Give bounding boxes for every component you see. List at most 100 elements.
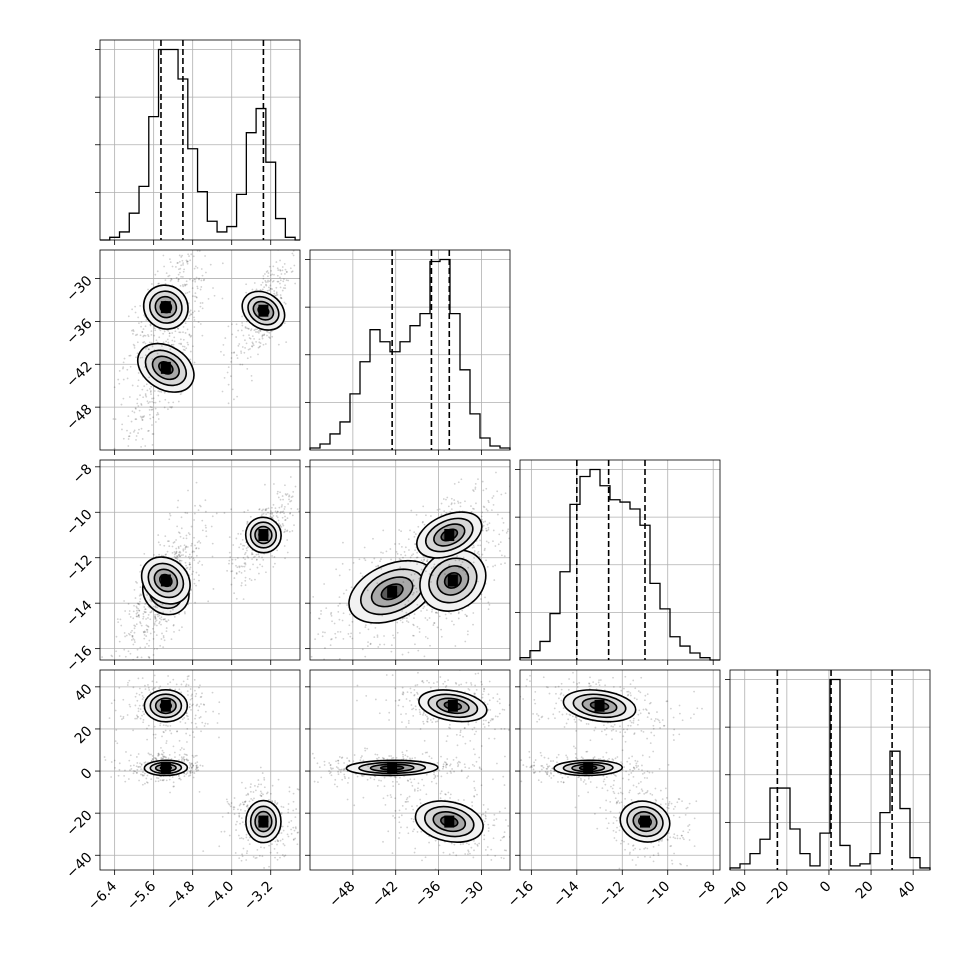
scatter-point: [273, 483, 275, 485]
scatter-point: [449, 763, 452, 766]
scatter-point: [150, 330, 153, 333]
scatter-point: [189, 335, 192, 338]
scatter-point: [186, 675, 189, 678]
scatter-point: [231, 323, 233, 326]
scatter-point: [414, 543, 417, 546]
scatter-point: [275, 515, 278, 517]
scatter-point: [383, 785, 386, 788]
scatter-point: [145, 624, 148, 627]
scatter-point: [136, 714, 138, 717]
scatter-point: [151, 397, 153, 400]
scatter-point: [104, 759, 107, 761]
scatter-point: [494, 545, 497, 547]
scatter-point: [284, 528, 287, 531]
scatter-point: [279, 259, 281, 262]
scatter-point: [439, 563, 442, 565]
scatter-point: [247, 546, 249, 548]
scatter-point: [162, 751, 165, 754]
scatter-point: [156, 412, 159, 414]
scatter-point: [144, 342, 147, 345]
scatter-point: [517, 560, 519, 562]
scatter-point: [473, 733, 476, 736]
scatter-point: [141, 438, 144, 440]
scatter-point: [240, 329, 243, 332]
scatter-point: [261, 334, 264, 337]
scatter-point: [445, 617, 448, 620]
scatter-point: [487, 808, 489, 810]
scatter-point: [313, 757, 316, 759]
scatter-point: [154, 606, 157, 609]
scatter-point: [144, 782, 146, 785]
scatter-point: [416, 556, 419, 559]
scatter-point: [193, 316, 195, 319]
scatter-point: [128, 759, 131, 762]
scatter-point: [452, 851, 455, 854]
scatter-point: [320, 613, 322, 615]
scatter-point: [242, 847, 245, 850]
panel-frame: [309, 249, 511, 451]
scatter-point: [179, 545, 182, 547]
scatter-point: [432, 624, 435, 626]
scatter-point: [204, 524, 207, 527]
scatter-point: [142, 328, 145, 330]
scatter-point: [396, 621, 399, 624]
scatter-point: [164, 618, 166, 620]
scatter-point: [362, 774, 365, 777]
scatter-point: [135, 435, 138, 437]
scatter-point: [420, 568, 423, 571]
marginal-panel-3: [725, 669, 931, 871]
scatter-point: [230, 360, 233, 363]
scatter-point: [248, 577, 251, 580]
scatter-point: [413, 688, 416, 691]
scatter-point: [260, 846, 262, 849]
scatter-point: [152, 638, 155, 640]
scatter-point: [416, 697, 419, 700]
scatter-point: [451, 768, 454, 770]
scatter-point: [238, 566, 241, 569]
scatter-point: [455, 682, 458, 685]
scatter-point: [159, 722, 162, 725]
scatter-point: [464, 640, 467, 643]
scatter-point: [471, 801, 473, 804]
scatter-point: [487, 693, 490, 696]
scatter-point: [155, 681, 158, 684]
scatter-point: [474, 486, 477, 489]
scatter-point: [482, 804, 485, 806]
scatter-point: [162, 755, 164, 758]
scatter-point: [477, 478, 479, 481]
scatter-point: [135, 605, 138, 608]
scatter-point: [448, 726, 450, 729]
scatter-point: [215, 512, 218, 515]
scatter-point: [287, 808, 290, 811]
scatter-point: [133, 344, 136, 347]
scatter-point: [188, 563, 191, 566]
scatter-point: [446, 772, 449, 775]
scatter-point: [351, 620, 354, 623]
scatter-point: [249, 568, 252, 571]
scatter-point: [182, 285, 185, 288]
scatter-point: [402, 569, 405, 572]
scatter-point: [284, 519, 286, 522]
scatter-point: [407, 780, 410, 782]
scatter-point: [444, 686, 447, 688]
scatter-point: [190, 334, 193, 337]
scatter-point: [182, 270, 185, 273]
scatter-point: [194, 265, 197, 268]
scatter-point: [144, 393, 147, 395]
scatter-point: [170, 406, 173, 409]
scatter-point: [199, 696, 202, 699]
scatter-point: [471, 763, 474, 766]
scatter-point: [186, 727, 189, 730]
scatter-point: [369, 642, 372, 645]
scatter-point: [174, 330, 177, 333]
scatter-point: [460, 563, 462, 566]
marginal-panel-2: [515, 459, 721, 661]
scatter-point: [487, 830, 490, 832]
scatter-point: [279, 268, 282, 271]
scatter-point: [406, 779, 409, 782]
scatter-point: [457, 500, 459, 503]
scatter-point: [157, 390, 160, 393]
scatter-point: [419, 713, 422, 716]
scatter-point: [453, 502, 456, 505]
scatter-point: [304, 488, 306, 490]
